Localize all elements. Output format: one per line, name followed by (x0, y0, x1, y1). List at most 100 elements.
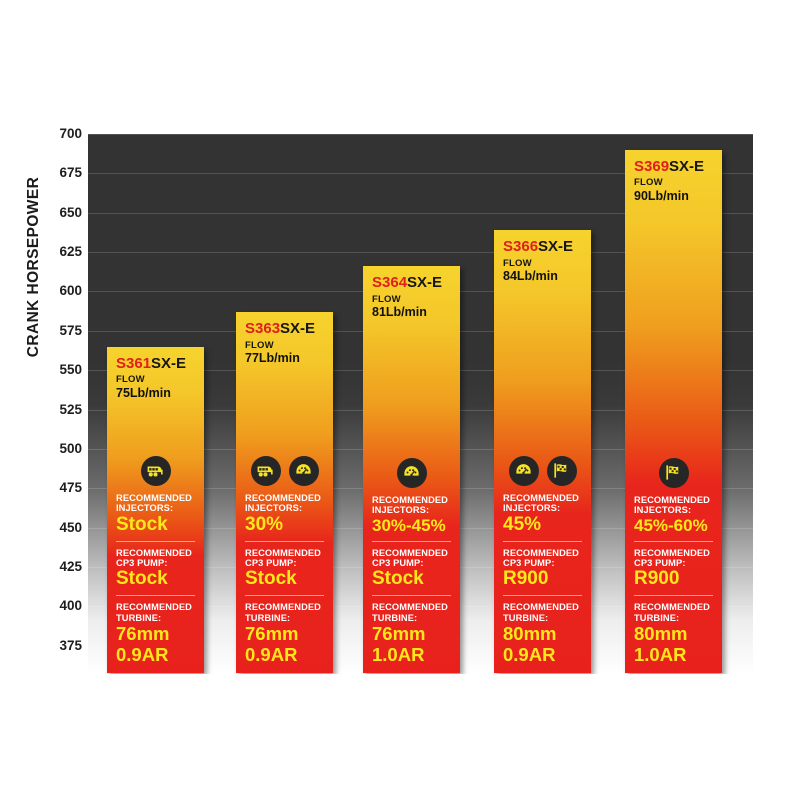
gauge-icon (396, 457, 427, 488)
flow-label: FLOW (245, 339, 274, 351)
turbine-spec: RECOMMENDED TURBINE: 80mm 1.0AR (625, 602, 722, 673)
turbine-value-ar: 0.9AR (503, 643, 556, 665)
flow-label: FLOW (503, 257, 532, 269)
bar-title: S366SX-E (503, 239, 582, 255)
bar-s361[interactable]: S361SX-E FLOW 75Lb/min RECOMMENDED INJECTOR… (107, 346, 204, 673)
y-tick-label: 525 (59, 401, 82, 417)
flow-value: 81Lb/min (372, 305, 427, 320)
use-case-icon-row (107, 455, 204, 486)
bar-s366[interactable]: S366SX-E FLOW 84Lb/min RECOMMENDED INJECTOR… (494, 230, 591, 673)
turbine-label: RECOMMENDED TURBINE: (116, 602, 192, 623)
turbine-value-size: 76mm (245, 623, 299, 645)
spec-divider (245, 540, 324, 542)
spec-divider (116, 540, 195, 542)
cp3-pump-value: Stock (372, 568, 424, 590)
injectors-spec: RECOMMENDED INJECTORS: 30% (236, 493, 333, 535)
plot-area: S361SX-E FLOW 75Lb/min RECOMMENDED INJECTOR… (88, 134, 753, 674)
injectors-spec: RECOMMENDED INJECTORS: 30%-45% (363, 495, 460, 535)
cp3-pump-value: R900 (503, 568, 549, 590)
turbine-value-ar: 1.0AR (372, 643, 425, 665)
y-tick-label: 675 (59, 165, 82, 181)
flow-label: FLOW (116, 374, 145, 386)
turbine-value-size: 80mm (634, 623, 688, 645)
y-tick-label: 500 (59, 440, 82, 456)
y-tick-label: 550 (59, 362, 82, 378)
injectors-label: RECOMMENDED INJECTORS: (503, 492, 579, 514)
spec-divider (372, 540, 451, 542)
bar-title: S369SX-E (634, 157, 713, 175)
bar-model-number: S364 (372, 274, 408, 292)
bar-header: S369SX-E FLOW 90Lb/min (625, 150, 722, 203)
turbine-value-size: 80mm (503, 623, 557, 645)
y-tick-label: 400 (59, 598, 82, 614)
bar-model-suffix: SX-E (280, 319, 316, 337)
bar-model-suffix: SX-E (407, 274, 443, 292)
turbine-value-ar: 1.0AR (634, 643, 687, 665)
bar-model-number: S361 (116, 354, 152, 372)
cp3-pump-label: RECOMMENDED CP3 PUMP: (116, 547, 192, 568)
turbine-spec: RECOMMENDED TURBINE: 76mm 0.9AR (107, 602, 204, 673)
gauge-icon (508, 455, 539, 486)
injectors-label: RECOMMENDED INJECTORS: (245, 492, 321, 514)
spec-divider (245, 595, 324, 597)
turbine-spec: RECOMMENDED TURBINE: 80mm 0.9AR (494, 602, 591, 673)
bar-model-suffix: SX-E (669, 157, 705, 175)
injectors-spec: RECOMMENDED INJECTORS: Stock (107, 493, 204, 535)
spec-divider (634, 595, 713, 597)
bar-spacer (236, 365, 333, 456)
bar-header: S363SX-E FLOW 77Lb/min (236, 312, 333, 365)
y-tick-label: 375 (59, 637, 82, 653)
bar-title: S363SX-E (245, 321, 324, 337)
use-case-icon-row (494, 455, 591, 486)
bar-s364[interactable]: S364SX-E FLOW 81Lb/min RECOMMENDED INJECTOR… (363, 266, 460, 673)
flow-label: FLOW (372, 293, 401, 305)
bar-header: S361SX-E FLOW 75Lb/min (107, 347, 204, 400)
injectors-spec: RECOMMENDED INJECTORS: 45%-60% (625, 495, 722, 535)
trailer-icon (140, 455, 171, 486)
spec-divider (372, 595, 451, 597)
turbine-spec: RECOMMENDED TURBINE: 76mm 0.9AR (236, 602, 333, 673)
y-tick-label: 475 (59, 480, 82, 496)
gridline (88, 173, 753, 174)
injectors-spec: RECOMMENDED INJECTORS: 45% (494, 493, 591, 535)
y-tick-label: 450 (59, 519, 82, 535)
injectors-label: RECOMMENDED INJECTORS: (116, 492, 192, 514)
bar-spacer (107, 399, 204, 456)
y-tick-label: 700 (59, 126, 82, 141)
use-case-icon-row (363, 457, 460, 488)
y-tick-label: 425 (59, 558, 82, 574)
injectors-value: 30% (245, 513, 284, 535)
bar-model-suffix: SX-E (151, 354, 187, 372)
turbine-value-ar: 0.9AR (116, 643, 169, 665)
bar-model-number: S363 (245, 319, 281, 337)
spec-divider (116, 595, 195, 597)
cp3-pump-value: Stock (245, 568, 297, 590)
flow-value: 84Lb/min (503, 269, 558, 284)
turbine-label: RECOMMENDED TURBINE: (245, 602, 321, 623)
bar-header: S364SX-E FLOW 81Lb/min (363, 266, 460, 319)
bar-s363[interactable]: S363SX-E FLOW 77Lb/min RECOMMENDED INJECTOR… (236, 311, 333, 673)
injectors-value: 30%-45% (372, 515, 446, 535)
y-axis-tick-labels: 700 675 650 625 600 575 550 525 500 475 450 425 400 3… (40, 120, 82, 680)
flow-label: FLOW (634, 177, 663, 189)
turbine-label: RECOMMENDED TURBINE: (634, 602, 710, 623)
use-case-icon-row (236, 455, 333, 486)
turbine-label: RECOMMENDED TURBINE: (372, 602, 448, 623)
cp3-pump-value: R900 (634, 568, 680, 590)
bar-model-number: S369 (634, 157, 670, 175)
turbine-value-size: 76mm (372, 623, 426, 645)
trailer-icon (250, 455, 281, 486)
cp3-pump-spec: RECOMMENDED CP3 PUMP: Stock (107, 548, 204, 590)
y-tick-label: 625 (59, 244, 82, 260)
cp3-pump-label: RECOMMENDED CP3 PUMP: (372, 547, 448, 568)
bar-s369[interactable]: S369SX-E FLOW 90Lb/min RECOMMENDED INJECTOR… (625, 149, 722, 673)
cp3-pump-label: RECOMMENDED CP3 PUMP: (634, 547, 710, 568)
cp3-pump-spec: RECOMMENDED CP3 PUMP: R900 (494, 548, 591, 590)
bar-header: S366SX-E FLOW 84Lb/min (494, 230, 591, 283)
bar-spacer (363, 319, 460, 458)
spec-divider (503, 540, 582, 542)
bar-model-number: S366 (503, 238, 539, 256)
flow-value: 90Lb/min (634, 188, 689, 203)
checkered-flag-icon (546, 455, 577, 486)
cp3-pump-value: Stock (116, 568, 168, 590)
